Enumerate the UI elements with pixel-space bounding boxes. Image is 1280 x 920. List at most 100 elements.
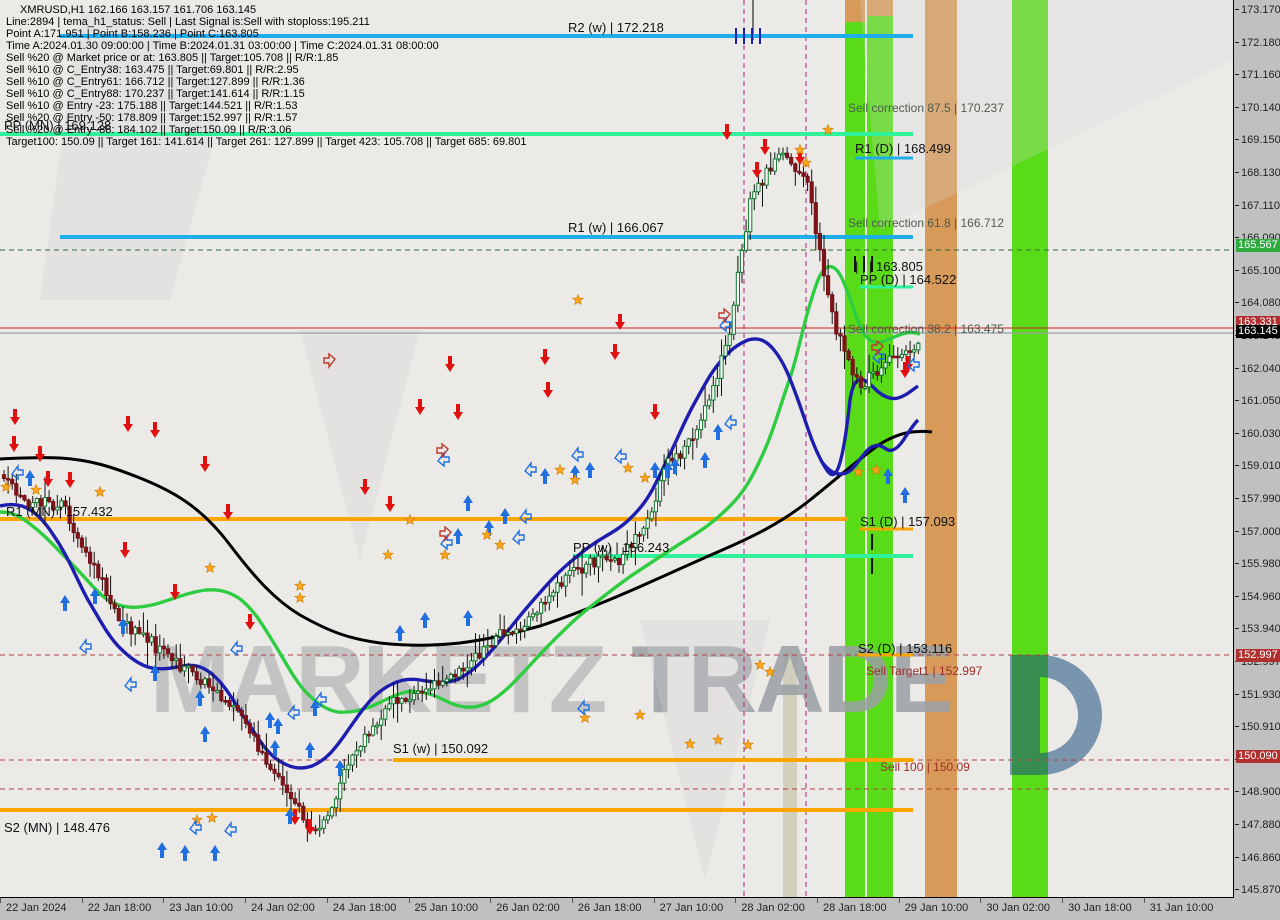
- info-line: Sell %10 @ C_Entry88: 170.237 || Target:…: [6, 88, 305, 100]
- candle-body: [416, 690, 421, 695]
- session-band: [845, 0, 865, 22]
- candle-body: [871, 371, 876, 374]
- candle-body: [719, 355, 724, 379]
- star-marker-icon: [794, 143, 806, 156]
- candle-body: [227, 700, 232, 707]
- star-marker-icon: [191, 813, 203, 826]
- star-marker-icon: [852, 465, 864, 478]
- price-tick-label: 170.140: [1241, 101, 1280, 114]
- candle-body: [498, 629, 503, 637]
- candle-body: [247, 722, 253, 734]
- chart-plot-area[interactable]: MARKETZ TRADE: [0, 0, 1234, 898]
- price-tick-label: 150.910: [1241, 721, 1280, 734]
- candle-body: [157, 645, 162, 654]
- candle-body: [580, 567, 585, 574]
- info-line: Point A:171.951 | Point B:158.236 | Poin…: [6, 28, 259, 40]
- candle-body: [288, 791, 294, 800]
- candle-body: [895, 355, 900, 359]
- candle-body: [670, 457, 675, 462]
- star-marker-icon: [639, 471, 651, 484]
- price-tick: 148.900: [1234, 786, 1280, 798]
- candle-body: [731, 304, 736, 335]
- candle-body: [338, 782, 343, 800]
- sell-arrow-icon: [360, 479, 370, 495]
- time-tick-label: 23 Jan 10:00: [169, 902, 234, 914]
- candle-body: [657, 480, 663, 502]
- price-tick: 154.960: [1234, 591, 1280, 603]
- candle-body: [711, 385, 716, 401]
- buy-arrow-icon: [883, 468, 893, 484]
- candle-body: [293, 798, 298, 804]
- level-label: PP (MN) | 169.128: [4, 118, 112, 133]
- sell-arrow-icon: [35, 446, 45, 462]
- candle-body: [362, 733, 367, 747]
- candle-body: [231, 704, 236, 708]
- candle-body: [514, 628, 519, 634]
- candle-body: [202, 678, 208, 685]
- price-tick: 171.160: [1234, 69, 1280, 81]
- candle-body: [543, 601, 548, 605]
- candle-body: [633, 534, 638, 549]
- price-tick: 170.140: [1234, 102, 1280, 114]
- candle-body: [329, 807, 335, 817]
- candle-body: [563, 574, 568, 587]
- candle-body: [908, 350, 913, 353]
- candle-body: [785, 152, 790, 158]
- candle-body: [71, 522, 76, 534]
- hollow-buy-arrow-icon: [724, 413, 737, 431]
- star-marker-icon: [822, 123, 834, 136]
- candle-body: [100, 577, 105, 580]
- star-marker-icon: [206, 811, 218, 824]
- price-tick-label: 151.930: [1241, 688, 1280, 701]
- candle-body: [883, 362, 888, 369]
- candle-body: [243, 715, 249, 724]
- buy-arrow-icon: [900, 487, 910, 503]
- time-axis[interactable]: 22 Jan 2024 22 Jan 18:00 23 Jan 10:00 24 Ja…: [0, 898, 1280, 920]
- star-marker-icon: [634, 708, 646, 721]
- candle-body: [846, 350, 851, 361]
- candle-body: [768, 167, 773, 172]
- candle-body: [703, 405, 708, 421]
- price-tick-label: 159.010: [1241, 460, 1280, 473]
- candle-body: [801, 172, 806, 177]
- candle-body: [830, 294, 835, 313]
- star-marker-icon: [439, 548, 451, 561]
- buy-arrow-icon: [150, 665, 160, 681]
- candle-body: [59, 500, 64, 508]
- candle-body: [539, 601, 544, 614]
- candle-body: [182, 665, 187, 672]
- sell-arrow-icon: [415, 399, 425, 415]
- price-tick-label: 157.990: [1241, 493, 1280, 505]
- time-tick-mark: [163, 898, 165, 903]
- time-tick-label: 31 Jan 10:00: [1149, 902, 1214, 914]
- price-tick: 150.910: [1234, 721, 1280, 733]
- star-marker-icon: [294, 579, 306, 592]
- star-marker-icon: [204, 561, 216, 574]
- time-tick-mark: [817, 898, 818, 903]
- candle-body: [625, 544, 630, 555]
- candle-body: [858, 376, 863, 388]
- price-axis[interactable]: 173.170 172.180 171.160 170.140 169.150 168.1…: [1234, 0, 1280, 897]
- candle-body: [104, 577, 109, 596]
- candle-body: [526, 616, 531, 627]
- candle-body: [596, 555, 601, 568]
- ma-fast-line-tail: [820, 418, 920, 476]
- candle-body: [522, 625, 527, 632]
- candle-body: [272, 768, 277, 774]
- price-tick: 160.030: [1234, 428, 1280, 440]
- candle-body: [88, 551, 93, 564]
- time-tick-mark: [571, 898, 573, 903]
- candle-body: [1, 474, 7, 480]
- candle-body: [260, 750, 265, 754]
- star-marker-icon: [870, 463, 882, 476]
- candle-body: [395, 697, 400, 704]
- buy-arrow-icon: [118, 618, 128, 634]
- candle-body: [551, 591, 556, 597]
- hollow-sell-arrow-icon: [436, 442, 449, 460]
- price-tick: 147.880: [1234, 819, 1280, 831]
- candle-body: [51, 501, 56, 511]
- candle-body: [350, 754, 355, 766]
- session-band: [845, 0, 865, 897]
- price-tick: 162.040: [1234, 363, 1280, 375]
- candle-body: [493, 635, 499, 647]
